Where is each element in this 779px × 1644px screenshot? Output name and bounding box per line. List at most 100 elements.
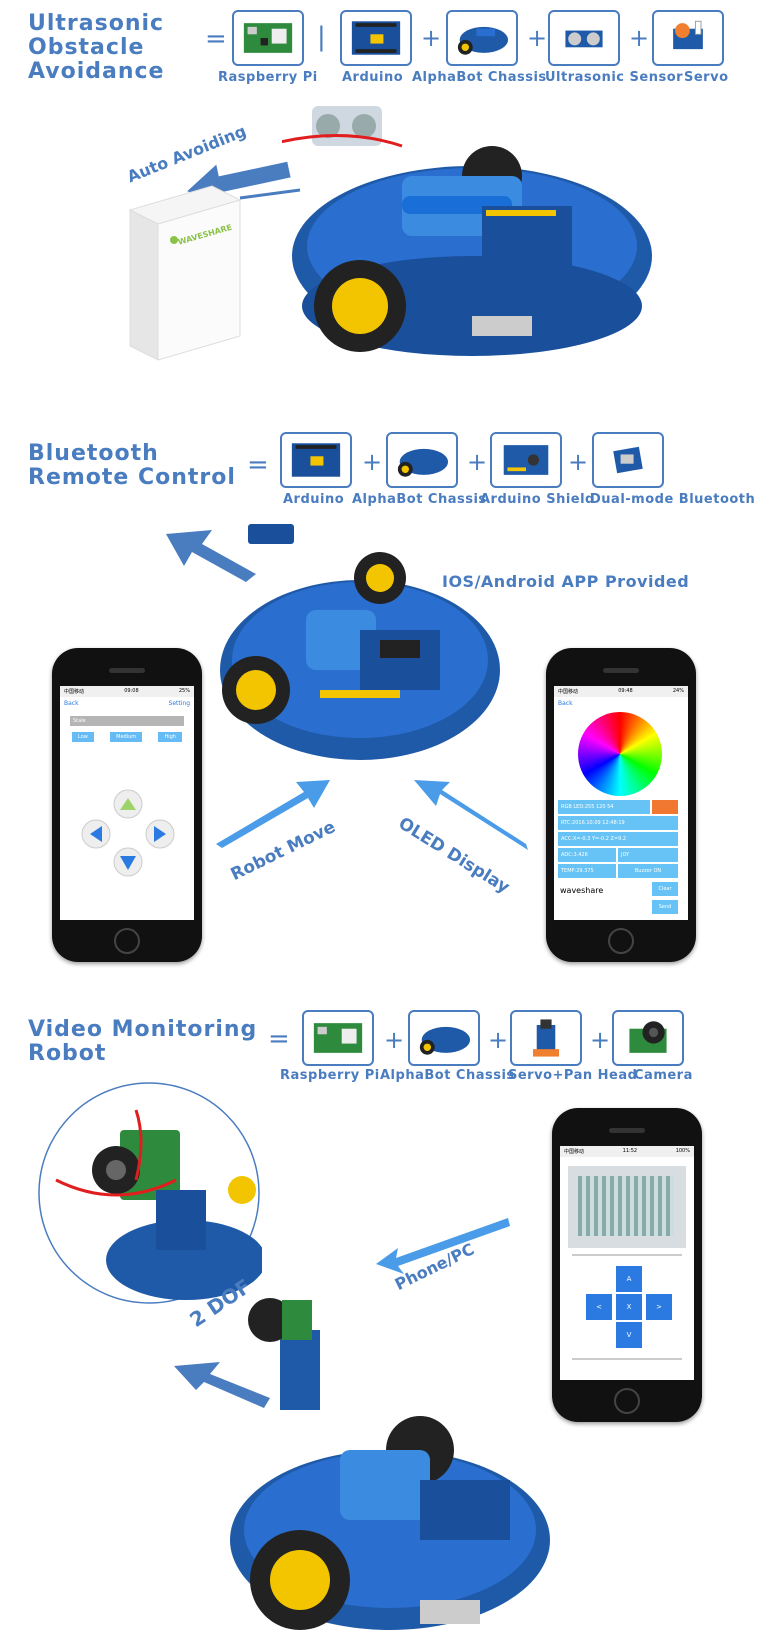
phone-speaker: [609, 1128, 645, 1133]
component-caption: Arduino: [283, 492, 345, 507]
joy-row: JOY: [618, 848, 678, 862]
adc-row: ADC:3.426: [558, 848, 616, 862]
plus-sign: +: [488, 1026, 509, 1054]
app-provided-label: IOS/Android APP Provided: [442, 572, 690, 591]
component-caption: Raspberry Pi: [218, 70, 318, 85]
ultrasonic-sensor-tile: [548, 10, 620, 66]
time-text: 09:08: [124, 688, 139, 694]
state-field: Stale: [70, 716, 184, 726]
battery-text: 100%: [675, 1148, 690, 1154]
arduino-tile: [340, 10, 412, 66]
direction-arrow-icon: [166, 530, 256, 582]
down-arrow-icon: [120, 856, 136, 870]
component-caption: Ultrasonic Sensor: [545, 70, 684, 85]
phone-speaker: [109, 668, 145, 673]
dpad-down-button[interactable]: V: [616, 1322, 642, 1348]
component-caption: Servo: [684, 70, 729, 85]
component-caption: Raspberry Pi: [280, 1068, 380, 1083]
component-caption: AlphaBot Chassis: [352, 492, 487, 507]
video-stream-view: [568, 1166, 686, 1248]
carrier-text: 中国移动: [564, 1149, 585, 1155]
back-button[interactable]: Back: [558, 700, 573, 707]
clear-button[interactable]: Clear: [652, 882, 678, 896]
alphabot-camera-robot-image: [174, 1298, 550, 1630]
right-arrow-icon: [154, 826, 166, 842]
phone-oled-app: 中国移动 09:48 24% Back RGB LED:255 120 54 R…: [546, 648, 696, 962]
camera-tile: [612, 1010, 684, 1066]
section-title-line-3: Avoidance: [28, 59, 165, 84]
alphabot-chassis-tile: [446, 10, 518, 66]
component-caption: Arduino: [342, 70, 404, 85]
time-text: 09:48: [618, 688, 633, 694]
phone-pc-arrow-icon: [376, 1218, 510, 1274]
phone-speaker: [603, 668, 639, 673]
status-bar: 中国移动 09:08 25%: [60, 686, 194, 697]
plus-sign: +: [590, 1026, 611, 1054]
section-title-line-2: Obstacle: [28, 35, 145, 60]
arduino-shield-tile: [490, 432, 562, 488]
plus-sign: +: [384, 1026, 405, 1054]
app-nav: Back Setting: [60, 697, 194, 710]
color-wheel[interactable]: [578, 712, 662, 796]
status-bar: 中国移动 11:52 100%: [560, 1146, 694, 1157]
raspberry-pi-tile: [302, 1010, 374, 1066]
oled-display-arrow-icon: [414, 780, 528, 850]
slider-track[interactable]: [572, 1358, 682, 1360]
up-arrow-icon: [120, 798, 136, 810]
alphabot-chassis-tile: [408, 1010, 480, 1066]
home-button[interactable]: [114, 928, 140, 954]
rgb-led-row: RGB LED:255 120 54: [558, 800, 650, 814]
dpad-up-button[interactable]: A: [616, 1266, 642, 1292]
dpad-right-button[interactable]: >: [646, 1294, 672, 1320]
section-title-line-1: Ultrasonic: [28, 11, 165, 36]
back-button[interactable]: Back: [64, 700, 79, 707]
servo-tile: [652, 10, 724, 66]
dpad-left-button[interactable]: <: [586, 1294, 612, 1320]
phone-video-stream: 中国移动 11:52 100% A < X > V: [552, 1108, 702, 1422]
plus-sign: +: [629, 24, 650, 52]
left-arrow-icon: [90, 826, 102, 842]
buzzer-button[interactable]: Buzzer ON: [618, 864, 678, 878]
speed-medium-button[interactable]: Medium: [110, 732, 143, 742]
setting-button[interactable]: Setting: [168, 700, 190, 707]
dpad-center-button[interactable]: X: [616, 1294, 642, 1320]
pan-tilt-closeup-image: [38, 1082, 262, 1304]
slider-track[interactable]: [572, 1254, 682, 1256]
send-button[interactable]: Send: [652, 900, 678, 914]
section-title-line-2: Robot: [28, 1041, 107, 1066]
message-input[interactable]: waveshare: [560, 886, 604, 895]
temp-row: TEMP:29.375: [558, 864, 616, 878]
battery-text: 24%: [672, 688, 684, 694]
component-caption: Camera: [634, 1068, 693, 1083]
arduino-tile: [280, 432, 352, 488]
color-swatch: [652, 800, 678, 814]
battery-text: 25%: [178, 688, 190, 694]
carrier-text: 中国移动: [558, 689, 579, 695]
plus-sign: +: [568, 448, 589, 476]
equals-sign: =: [205, 24, 227, 54]
servo-pan-head-tile: [510, 1010, 582, 1066]
equals-sign: =: [268, 1024, 290, 1054]
section-title-line-1: Video Monitoring: [28, 1017, 258, 1042]
direction-pad: [81, 789, 175, 877]
plus-sign: +: [362, 448, 383, 476]
app-screen: 中国移动 09:48 24% Back RGB LED:255 120 54 R…: [554, 686, 688, 920]
time-text: 11:52: [622, 1148, 638, 1154]
alphabot-robot-image: [282, 106, 652, 356]
alphabot-chassis-tile: [386, 432, 458, 488]
plus-sign: +: [467, 448, 488, 476]
app-nav: Back: [554, 697, 688, 710]
app-screen: 中国移动 09:08 25% Back Setting Stale Low Me…: [60, 686, 194, 920]
speed-high-button[interactable]: High: [158, 732, 182, 742]
plus-sign: +: [421, 24, 442, 52]
component-caption: Arduino Shield: [480, 492, 595, 507]
component-caption: Dual-mode Bluetooth: [590, 492, 756, 507]
speed-low-button[interactable]: Low: [72, 732, 94, 742]
robot-move-arrow-icon: [216, 780, 330, 848]
home-button[interactable]: [614, 1388, 640, 1414]
component-caption: AlphaBot Chassis: [380, 1068, 515, 1083]
plus-sign: +: [527, 24, 548, 52]
home-button[interactable]: [608, 928, 634, 954]
battery-box-image: [128, 185, 242, 361]
raspberry-pi-tile: [232, 10, 304, 66]
